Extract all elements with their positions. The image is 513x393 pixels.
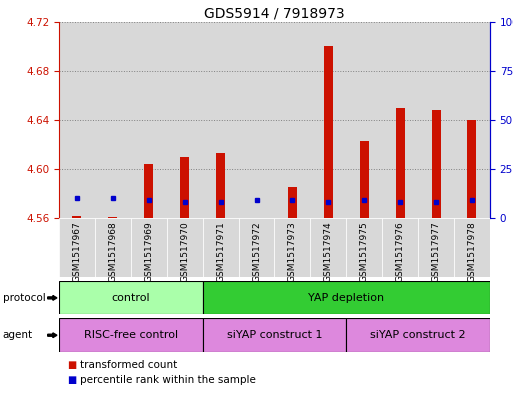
Bar	[239, 22, 274, 218]
Bar	[252, 218, 261, 220]
Bar	[59, 318, 203, 352]
Bar	[274, 218, 310, 277]
Bar	[360, 141, 369, 218]
Bar	[239, 218, 274, 277]
Bar	[203, 22, 239, 218]
Bar	[454, 218, 490, 277]
Text: GSM1517969: GSM1517969	[144, 221, 153, 282]
Bar	[346, 318, 490, 352]
Bar	[131, 218, 167, 277]
Bar	[95, 218, 131, 277]
Bar	[346, 218, 382, 277]
Bar	[95, 22, 131, 218]
Bar	[72, 216, 82, 218]
Bar	[382, 22, 418, 218]
Text: transformed count: transformed count	[80, 360, 177, 371]
Text: control: control	[111, 293, 150, 303]
Text: GSM1517972: GSM1517972	[252, 221, 261, 282]
Text: percentile rank within the sample: percentile rank within the sample	[80, 375, 255, 386]
Text: GSM1517967: GSM1517967	[72, 221, 82, 282]
Text: siYAP construct 1: siYAP construct 1	[227, 330, 322, 340]
Bar	[396, 108, 405, 218]
Bar	[167, 218, 203, 277]
Bar	[310, 218, 346, 277]
Bar	[324, 46, 333, 218]
Title: GDS5914 / 7918973: GDS5914 / 7918973	[204, 6, 345, 20]
Bar	[346, 22, 382, 218]
Text: GSM1517976: GSM1517976	[396, 221, 405, 282]
Bar	[288, 187, 297, 218]
Text: GSM1517977: GSM1517977	[431, 221, 441, 282]
Bar	[59, 22, 95, 218]
Bar	[418, 218, 454, 277]
Bar	[180, 157, 189, 218]
Text: GSM1517968: GSM1517968	[108, 221, 117, 282]
Bar	[144, 164, 153, 218]
Text: ■: ■	[67, 360, 76, 371]
Text: RISC-free control: RISC-free control	[84, 330, 178, 340]
Text: ■: ■	[67, 375, 76, 386]
Text: GSM1517971: GSM1517971	[216, 221, 225, 282]
Bar	[167, 22, 203, 218]
Bar	[108, 217, 117, 218]
Text: GSM1517978: GSM1517978	[467, 221, 477, 282]
Text: GSM1517974: GSM1517974	[324, 221, 333, 282]
Bar	[216, 153, 225, 218]
Bar	[418, 22, 454, 218]
Text: siYAP construct 2: siYAP construct 2	[370, 330, 466, 340]
Text: YAP depletion: YAP depletion	[308, 293, 384, 303]
Bar	[131, 22, 167, 218]
Bar	[203, 218, 239, 277]
Bar	[454, 22, 490, 218]
Bar	[59, 281, 203, 314]
Text: agent: agent	[3, 330, 33, 340]
Bar	[467, 120, 477, 218]
Bar	[203, 281, 490, 314]
Bar	[382, 218, 418, 277]
Bar	[310, 22, 346, 218]
Bar	[203, 318, 346, 352]
Bar	[274, 22, 310, 218]
Bar	[59, 218, 95, 277]
Text: GSM1517975: GSM1517975	[360, 221, 369, 282]
Text: GSM1517973: GSM1517973	[288, 221, 297, 282]
Bar	[431, 110, 441, 218]
Text: GSM1517970: GSM1517970	[180, 221, 189, 282]
Text: protocol: protocol	[3, 293, 45, 303]
